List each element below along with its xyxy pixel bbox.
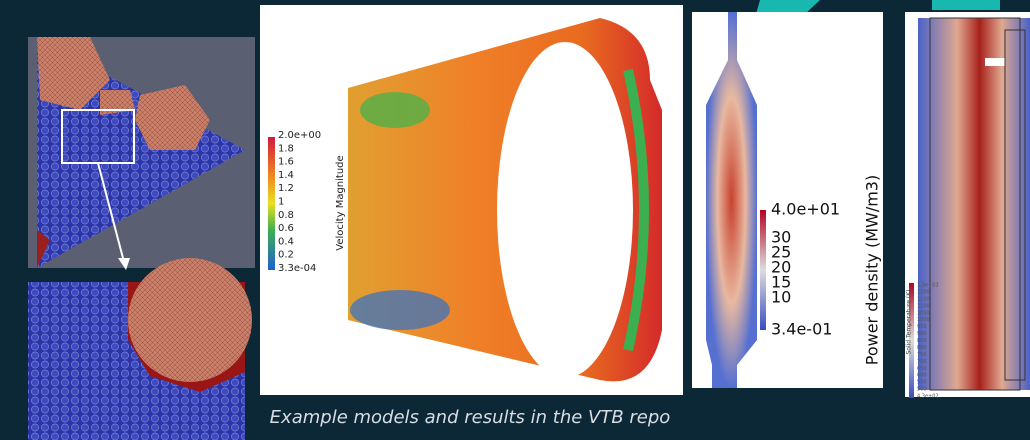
colorbar-label: 700 [917,359,927,365]
mesh-overview [28,37,255,270]
colorbar-label: 0.6 [278,223,294,234]
colorbar-label: 500 [917,387,927,393]
colorbar-label: 2.0e+00 [278,130,321,141]
geometry [985,58,1005,66]
caption: Example models and results in the VTB re… [270,407,671,428]
colorbar-label: 4.0e+01 [771,200,840,219]
colorbar-label: 750 [917,352,927,358]
colorbar-label: 3.3e-04 [278,263,316,274]
colorbar-label: 4.3e+02 [917,394,939,400]
colorbar-label: 600 [917,373,927,379]
flow-region [350,290,450,330]
colorbar-label: 650 [917,366,927,372]
colorbar-label: 1000 [917,317,930,323]
colorbar-label: 1050 [917,310,930,316]
colorbar-label: 1200 [917,289,930,295]
hole [497,42,633,378]
colorbar-label: 3.4e-01 [771,320,832,339]
colorbar-label: 0.8 [278,210,294,221]
colorbar-label: 1.4 [278,170,294,181]
mesh-detail [28,258,252,440]
accent [932,0,1000,10]
colorbar-label: 1.3e+03 [917,283,939,289]
page: 2.0e+001.81.61.41.210.80.60.40.23.3e-04 … [0,0,1030,440]
colorbar-label: 1.6 [278,157,294,168]
colorbar-label: 850 [917,338,927,344]
legend-title: Solid Temperature (K) [906,289,913,354]
flow-region [360,92,430,128]
temperature-field [918,18,1030,390]
colorbar-label: 1150 [917,296,930,302]
colorbar-label: 0.4 [278,236,294,247]
colorbar-label: 0.2 [278,250,294,261]
legend-title: Power density (MW/m3) [863,175,882,365]
colorbar-label: 1100 [917,303,930,309]
slide: 2.0e+001.81.61.41.210.80.60.40.23.3e-04 … [0,0,1030,440]
colorbar-label: 10 [771,288,791,307]
colorbar-label: 1 [278,197,284,208]
colorbar-label: 550 [917,380,927,386]
legend-title: Velocity Magnitude [335,155,346,250]
colorbar-label: 800 [917,345,927,351]
colorbar-label: 950 [917,324,927,330]
colorbar-label: 1.8 [278,143,294,154]
colorbar [268,137,275,270]
colorbar [760,210,766,330]
colorbar-label: 900 [917,331,927,337]
colorbar-label: 1.2 [278,183,294,194]
